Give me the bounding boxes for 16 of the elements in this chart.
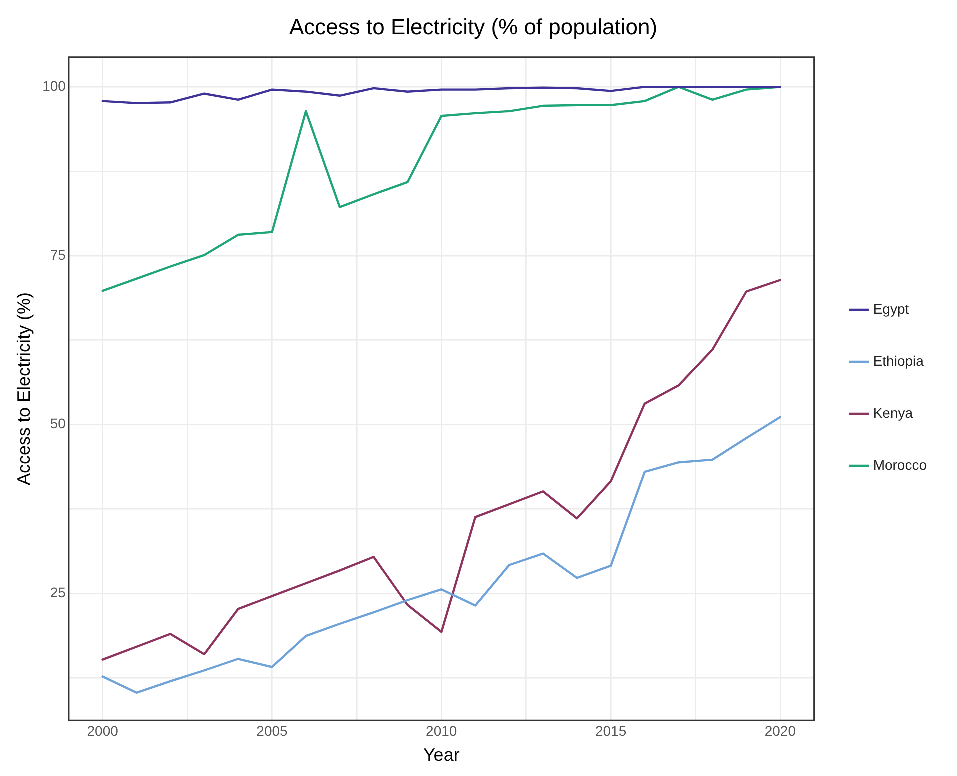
legend-label: Kenya (873, 404, 914, 421)
y-tick-label: 25 (50, 584, 66, 600)
x-tick-label: 2015 (595, 722, 627, 739)
x-tick-label: 2005 (256, 722, 288, 739)
x-tick-label: 2010 (426, 722, 458, 739)
x-tick-label: 2020 (764, 722, 796, 739)
x-tick-label: 2000 (87, 722, 119, 739)
y-tick-label: 100 (42, 78, 66, 94)
chart-title: Access to Electricity (% of population) (289, 14, 658, 40)
legend-label: Morocco (873, 456, 928, 473)
y-tick-label: 75 (50, 246, 66, 263)
y-tick-label: 50 (50, 416, 66, 432)
legend-label: Ethiopia (873, 352, 924, 369)
legend-label: Egypt (873, 300, 910, 317)
x-axis-title: Year (423, 745, 460, 766)
y-axis-title: Access to Electricity (%) (14, 292, 34, 486)
